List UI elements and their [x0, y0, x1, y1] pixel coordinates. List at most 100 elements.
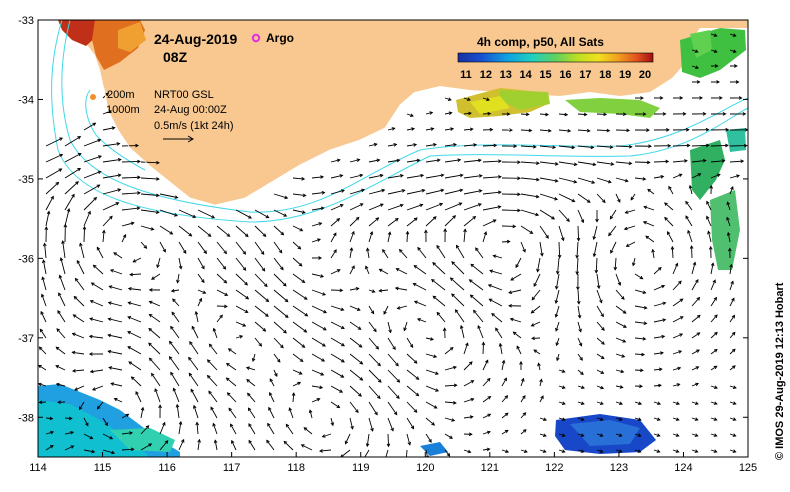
- current-arrow: [691, 417, 698, 421]
- current-arrow: [252, 353, 256, 362]
- current-arrowhead: [646, 128, 650, 132]
- current-arrow: [596, 353, 605, 359]
- current-arrowhead: [695, 65, 700, 70]
- x-tick-label: 117: [223, 462, 241, 474]
- current-arrow: [596, 305, 604, 317]
- current-arrowhead: [280, 344, 284, 349]
- current-arrowhead: [486, 97, 491, 102]
- current-arrow: [473, 310, 484, 323]
- current-arrowhead: [710, 262, 715, 267]
- current-arrow: [520, 129, 532, 132]
- current-arrowhead: [685, 215, 689, 220]
- current-arrowhead: [536, 268, 540, 273]
- current-arrowhead: [623, 324, 627, 328]
- current-arrow: [634, 305, 647, 309]
- current-arrow: [615, 337, 626, 343]
- current-arrow: [159, 193, 178, 199]
- current-arrowhead: [660, 174, 665, 179]
- current-arrow: [216, 289, 228, 296]
- current-arrowhead: [702, 158, 707, 163]
- current-arrowhead: [451, 293, 455, 298]
- current-arrow: [235, 289, 249, 300]
- current-arrow: [64, 168, 81, 179]
- current-arrow: [672, 401, 680, 405]
- current-arrowhead: [105, 92, 110, 97]
- current-arrowhead: [726, 201, 730, 206]
- current-arrow: [311, 369, 324, 376]
- current-arrow: [672, 367, 681, 371]
- current-arrow: [577, 129, 590, 132]
- current-arrow: [58, 292, 66, 307]
- current-arrowhead: [586, 128, 591, 133]
- current-arrow: [556, 337, 560, 346]
- current-arrowhead: [276, 359, 281, 363]
- current-arrow: [140, 161, 160, 164]
- current-arrowhead: [576, 286, 580, 291]
- current-arrow: [246, 367, 256, 371]
- current-arrow: [475, 247, 484, 259]
- argo-label: Argo: [266, 31, 294, 45]
- current-arrow: [558, 193, 575, 202]
- colorbar-tick-label: 17: [579, 69, 591, 81]
- current-arrow: [672, 160, 688, 163]
- current-arrow: [108, 318, 123, 323]
- current-arrow: [672, 298, 683, 307]
- current-arrowhead: [225, 377, 230, 382]
- current-arrowhead: [477, 203, 482, 207]
- current-arrowhead: [178, 265, 183, 270]
- current-arrowhead: [242, 323, 247, 327]
- current-arrowhead: [269, 378, 273, 382]
- current-arrowhead: [321, 358, 326, 362]
- current-arrowhead: [210, 406, 214, 411]
- current-arrow: [128, 361, 142, 371]
- current-arrowhead: [78, 406, 83, 411]
- current-arrow: [558, 449, 565, 453]
- current-arrowhead: [645, 235, 650, 240]
- current-arrowhead: [662, 318, 667, 322]
- colorbar-label: 4h comp, p50, All Sats: [477, 35, 604, 49]
- current-arrow: [406, 353, 418, 364]
- current-arrowhead: [651, 248, 655, 253]
- current-arrowhead: [470, 397, 475, 402]
- current-arrow: [189, 341, 199, 355]
- current-arrow: [691, 65, 699, 69]
- current-arrowhead: [732, 401, 737, 405]
- current-arrow: [170, 326, 180, 339]
- current-arrowhead: [260, 251, 265, 255]
- current-arrow: [102, 174, 121, 179]
- current-arrowhead: [169, 340, 173, 345]
- current-arrow: [691, 159, 706, 163]
- current-arrowhead: [575, 271, 580, 276]
- current-arrow: [209, 343, 218, 355]
- current-arrowhead: [732, 385, 737, 389]
- current-arrowhead: [265, 298, 270, 303]
- current-arrow: [463, 380, 474, 387]
- current-arrow: [273, 289, 289, 302]
- current-arrowhead: [316, 398, 321, 402]
- current-arrow: [672, 350, 682, 355]
- current-arrowhead: [375, 345, 380, 350]
- current-arrowhead: [431, 278, 435, 283]
- current-arrowhead: [269, 391, 273, 396]
- current-arrowhead: [731, 297, 735, 302]
- current-arrow: [45, 137, 63, 147]
- current-arrow: [108, 350, 123, 355]
- current-arrow: [235, 209, 252, 219]
- current-arrow: [558, 417, 566, 421]
- current-arrowhead: [517, 176, 521, 181]
- current-arrowhead: [71, 193, 75, 198]
- current-arrow: [444, 174, 463, 179]
- current-arrowhead: [516, 345, 520, 350]
- current-arrow: [577, 449, 584, 453]
- current-arrowhead: [341, 359, 345, 363]
- current-arrowhead: [330, 422, 335, 427]
- current-arrowhead: [656, 433, 661, 437]
- current-arrowhead: [505, 449, 510, 454]
- current-arrow: [596, 417, 603, 421]
- current-arrowhead: [742, 112, 747, 116]
- current-arrowhead: [212, 422, 216, 427]
- current-arrowhead: [713, 365, 718, 370]
- current-arrow: [577, 385, 585, 389]
- current-arrowhead: [248, 439, 252, 444]
- current-arrowhead: [381, 188, 386, 193]
